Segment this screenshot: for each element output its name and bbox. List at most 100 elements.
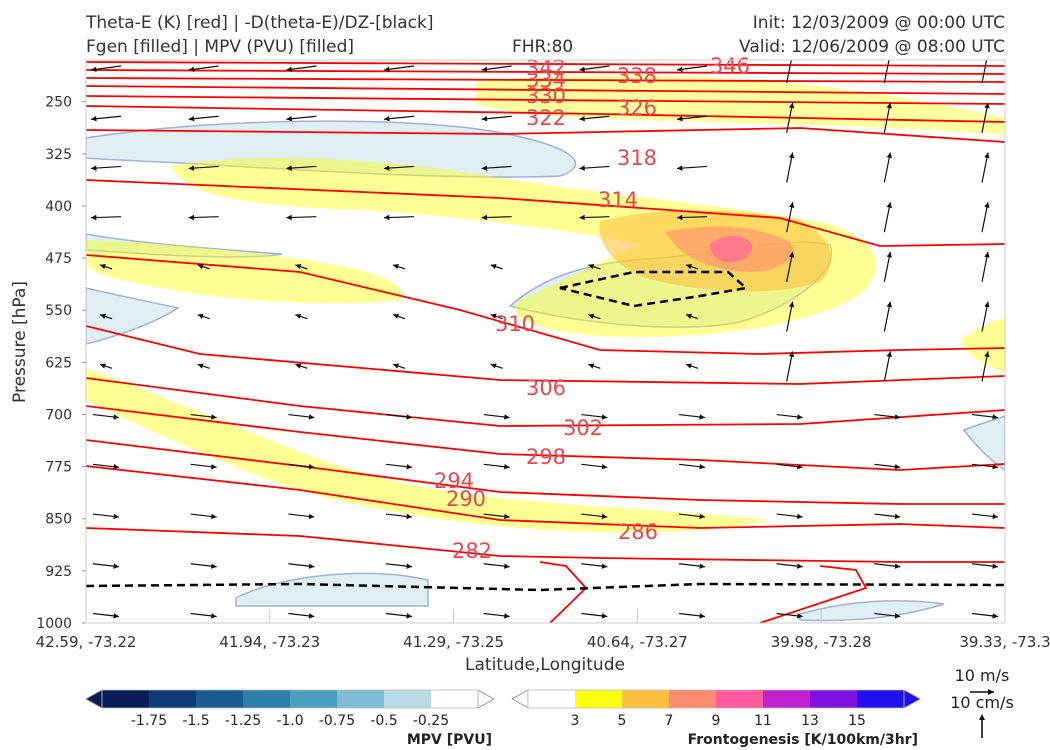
colorbar-tick-label: 13 bbox=[801, 713, 819, 729]
wind-arrowhead bbox=[504, 513, 510, 520]
wind-arrowhead bbox=[588, 363, 595, 369]
theta-e-isentrope bbox=[86, 77, 1005, 83]
wind-arrowhead bbox=[894, 613, 901, 619]
wind-arrowhead bbox=[984, 301, 990, 308]
wind-arrowhead bbox=[113, 563, 119, 569]
colorbar-swatch bbox=[857, 690, 905, 708]
plot-frame bbox=[85, 59, 1006, 624]
colorbar-tick-label: -1.75 bbox=[131, 713, 167, 729]
x-tick-label: 40.64, -73.27 bbox=[587, 633, 688, 651]
wind-arrowhead bbox=[886, 202, 892, 208]
mpv-region bbox=[86, 233, 283, 258]
wind-arrowhead bbox=[588, 264, 595, 270]
colorbar-tick-label: 7 bbox=[665, 713, 674, 729]
theta-e-isentrope bbox=[86, 105, 1005, 123]
theta-e-isentrope bbox=[539, 561, 588, 623]
colorbar-tick-label: -0.75 bbox=[319, 713, 355, 729]
colorbar-tick-label: -1.5 bbox=[182, 713, 209, 729]
theta-e-isentrope bbox=[86, 325, 1005, 385]
theta-e-isentrope bbox=[86, 61, 1005, 67]
wind-arrowhead bbox=[113, 513, 119, 520]
wind-arrowhead bbox=[91, 165, 97, 171]
colorbar-swatch bbox=[196, 690, 244, 708]
wind-arrowhead bbox=[91, 214, 97, 221]
x-tick-label: 39.33, -73.3 bbox=[959, 633, 1050, 651]
theta-e-isentrope bbox=[86, 254, 1005, 355]
wind-arrowhead bbox=[308, 613, 315, 619]
y-tick-label: 550 bbox=[45, 303, 72, 319]
wind-arrowhead bbox=[984, 251, 990, 258]
colorbar-swatch bbox=[149, 690, 197, 708]
wind-arrowhead bbox=[188, 214, 195, 221]
fgen-colorbar: 3 5 7 9 11 13 15 Frontogenesis [K/100km/3hr] bbox=[511, 689, 921, 748]
wind-arrowhead bbox=[992, 463, 998, 470]
colorbar-tick-label: -0.25 bbox=[413, 713, 449, 729]
wind-arrowhead bbox=[504, 414, 510, 420]
wind-arrowhead bbox=[295, 264, 302, 270]
colorbar-swatch bbox=[716, 690, 764, 708]
theta-e-label: 314 bbox=[598, 188, 638, 212]
y-tick-label: 850 bbox=[45, 512, 72, 528]
y-tick-label: 325 bbox=[45, 147, 72, 163]
mpv-region bbox=[235, 572, 429, 607]
wind-arrow bbox=[981, 60, 988, 84]
wind-arrow bbox=[883, 60, 890, 84]
colorbar-swatch bbox=[528, 690, 576, 708]
colorbar-extension bbox=[903, 689, 921, 709]
wind-arrowhead bbox=[481, 165, 488, 171]
wind-arrowhead bbox=[797, 563, 803, 569]
wind-arrowhead bbox=[992, 414, 998, 420]
wind-arrowhead bbox=[797, 613, 803, 619]
wind-arrowhead bbox=[197, 313, 204, 319]
wind-arrowhead bbox=[211, 563, 217, 569]
wind-arrowhead bbox=[91, 66, 97, 72]
colorbar-extension bbox=[85, 689, 103, 709]
theta-e-isentrope bbox=[86, 95, 1005, 105]
colorbar-tick-label: -0.5 bbox=[370, 713, 397, 729]
wind-arrowhead bbox=[286, 115, 292, 122]
theta-e-label: 286 bbox=[618, 520, 658, 544]
wind-arrowhead bbox=[699, 463, 705, 470]
wind-arrowhead bbox=[188, 165, 195, 171]
wind-arrowhead bbox=[788, 102, 795, 109]
wind-arrowhead bbox=[601, 414, 608, 420]
wind-arrowhead bbox=[887, 53, 892, 59]
wind-arrowhead bbox=[113, 463, 119, 470]
wind-arrowhead bbox=[188, 66, 195, 72]
wind-arrowhead bbox=[788, 351, 795, 358]
wind-arrowhead bbox=[886, 251, 892, 258]
wind-arrowhead bbox=[579, 115, 585, 122]
wind-arrowhead bbox=[504, 463, 510, 470]
wind-arrowhead bbox=[984, 351, 990, 358]
wind-arrowhead bbox=[788, 202, 795, 208]
y-tick-label: 625 bbox=[45, 355, 72, 371]
wind-arrowhead bbox=[894, 414, 901, 420]
colorbar-swatch bbox=[384, 690, 432, 708]
wind-arrowhead bbox=[393, 313, 399, 319]
theta-e-label: 310 bbox=[495, 312, 535, 336]
wind-arrowhead bbox=[886, 301, 892, 308]
colorbar-tick-label: 5 bbox=[618, 713, 627, 729]
wind-arrowhead bbox=[699, 613, 705, 619]
plot-area bbox=[86, 60, 1005, 623]
theta-e-label: 334 bbox=[526, 68, 566, 92]
wind-arrowhead bbox=[286, 66, 292, 72]
colorbar-swatch bbox=[575, 690, 623, 708]
theta-e-label: 282 bbox=[452, 539, 492, 563]
wind-arrowhead bbox=[91, 115, 97, 122]
colorbar-swatch bbox=[337, 690, 385, 708]
theta-e-label: 322 bbox=[526, 106, 566, 130]
colorbar-tick-label: 3 bbox=[571, 713, 580, 729]
colorbar-swatch bbox=[763, 690, 811, 708]
valid-time: Valid: 12/06/2009 @ 08:00 UTC bbox=[739, 37, 1005, 57]
wind-arrowhead bbox=[789, 53, 794, 59]
wind-arrowhead bbox=[384, 165, 390, 171]
wind-arrowhead bbox=[286, 214, 292, 221]
wind-arrowhead bbox=[393, 363, 399, 369]
mpv-region bbox=[86, 287, 180, 345]
y-axis-label: Pressure [hPa] bbox=[10, 281, 30, 403]
wind-arrowhead bbox=[504, 613, 510, 619]
theta-e-label: 290 bbox=[446, 487, 486, 511]
dtheta-e-dz-contour bbox=[86, 582, 1005, 592]
chart-title-line1: Theta-E (K) [red] | -D(theta-E)/DZ-[blac… bbox=[86, 13, 434, 33]
